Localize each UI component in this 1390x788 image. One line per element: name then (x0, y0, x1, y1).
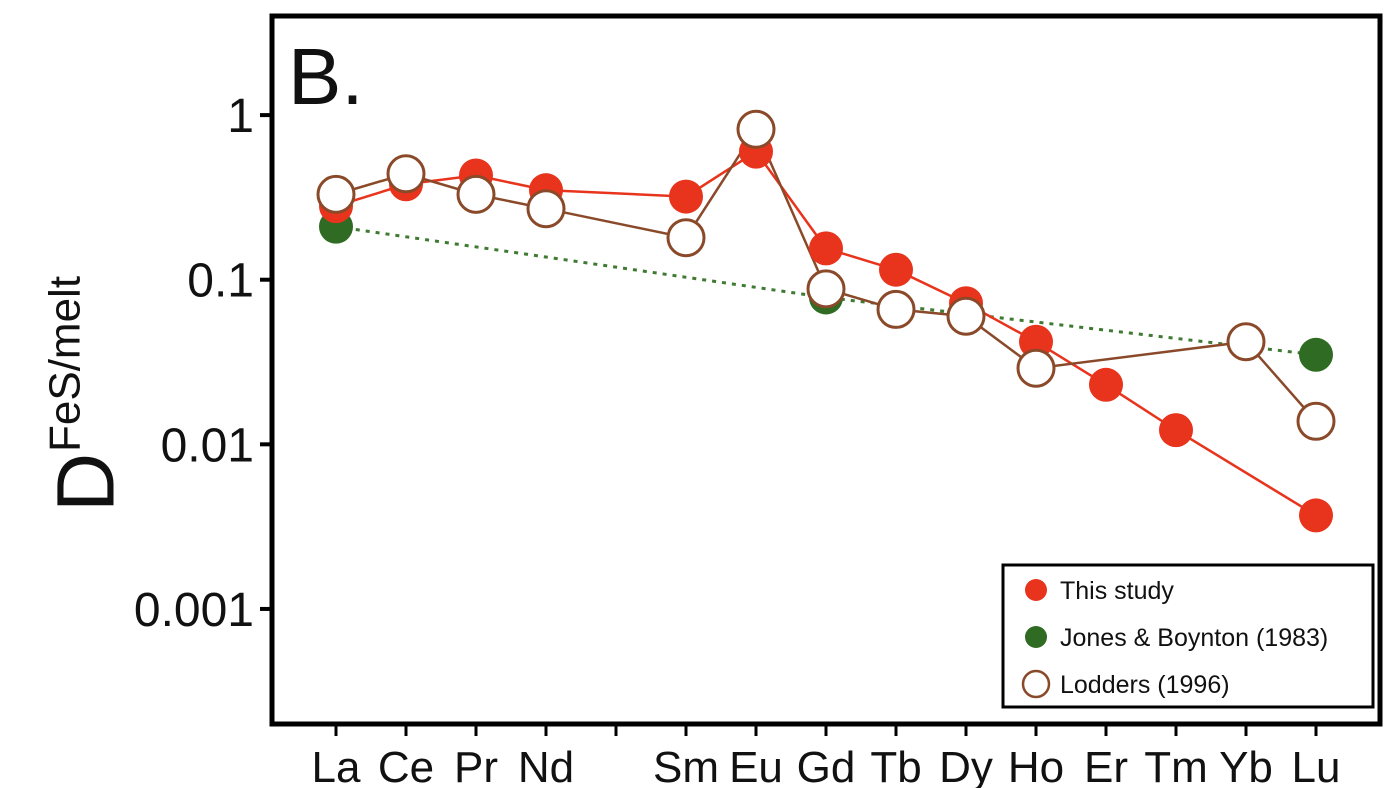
y-axis-title: D FeS/melt (41, 276, 132, 512)
legend-label: Jones & Boynton (1983) (1060, 624, 1328, 652)
x-tick-label: Eu (729, 743, 783, 788)
x-tick-label: Tm (1144, 743, 1208, 788)
x-tick-label: Ho (1008, 743, 1064, 788)
panel-label: B. (288, 32, 364, 121)
x-tick-label: Dy (939, 743, 993, 788)
data-point (876, 289, 916, 329)
x-tick-label: Ce (378, 743, 434, 788)
data-point (1299, 498, 1333, 533)
data-point (1019, 324, 1053, 359)
y-tick-label: 0.1 (187, 255, 254, 308)
x-tick-label: Nd (518, 743, 574, 788)
y-tick-label: 1 (227, 90, 254, 143)
y-axis-title-main: D (41, 453, 132, 512)
y-tick-label: 0.01 (161, 419, 254, 472)
x-tick-label: Pr (454, 743, 498, 788)
x-tick-label: Er (1084, 743, 1128, 788)
legend-marker (1025, 626, 1047, 648)
data-point (736, 109, 776, 149)
x-tick-label: Yb (1219, 743, 1273, 788)
y-tick-label: 0.001 (134, 584, 254, 637)
data-point (1159, 413, 1193, 448)
data-point (809, 231, 843, 266)
data-point (879, 252, 913, 287)
x-tick-label: Lu (1292, 743, 1341, 788)
data-point (1296, 401, 1336, 441)
data-point (1299, 337, 1333, 372)
legend: This study Jones & Boynton (1983) Lodders … (1001, 563, 1375, 709)
data-point (1089, 367, 1123, 402)
legend-box (1001, 563, 1375, 709)
data-point (806, 269, 846, 309)
legend-label: This study (1060, 577, 1174, 605)
data-point (669, 179, 703, 214)
data-point (1226, 322, 1266, 362)
data-point (526, 189, 566, 229)
x-tick-label: Tb (870, 743, 921, 788)
data-point (316, 174, 356, 214)
x-axis: La Ce Pr Nd Sm Eu Gd Tb Dy Ho Er Tm Yb Lu (312, 724, 1341, 788)
data-point (386, 154, 426, 194)
x-tick-label: Sm (653, 743, 719, 788)
y-axis-title-subscript: FeS/melt (41, 276, 90, 452)
data-point (456, 174, 496, 214)
x-tick-label: La (312, 743, 361, 788)
data-point (666, 218, 706, 258)
y-axis: 1 0.1 0.01 0.001 (134, 90, 272, 637)
legend-marker (1025, 579, 1047, 601)
legend-label: Lodders (1996) (1060, 671, 1230, 699)
data-point (946, 296, 986, 336)
x-tick-label: Gd (797, 743, 856, 788)
series-line-1 (335, 225, 1317, 357)
legend-marker (1021, 669, 1051, 699)
series-points (316, 109, 1336, 533)
data-point (1016, 348, 1056, 388)
